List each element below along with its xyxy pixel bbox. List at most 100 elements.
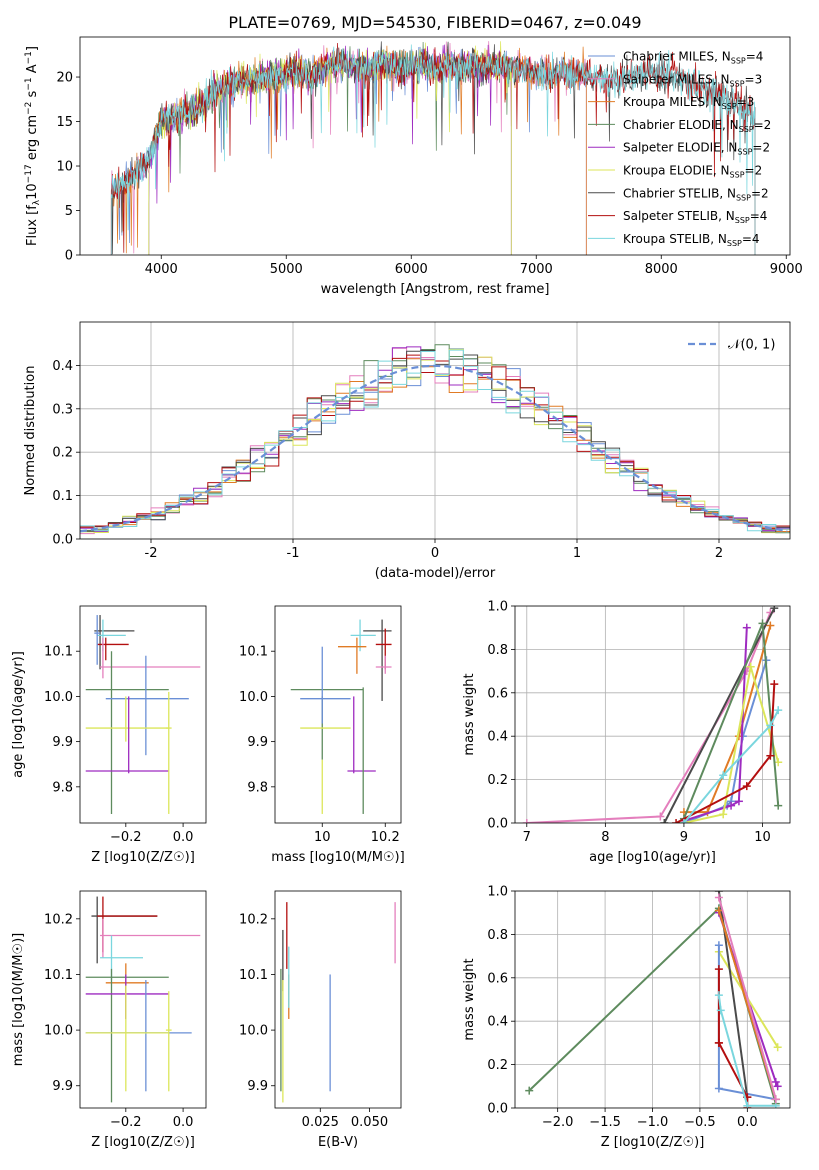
axes-frame <box>514 890 791 1109</box>
plot-area-residuals <box>80 322 790 539</box>
errorbar-point <box>100 935 143 981</box>
y-label-part: −1 <box>24 77 34 90</box>
x-axis-label: Z [log10(Z/Z☉)] <box>601 1135 705 1150</box>
x-tick-label: 4000 <box>145 262 178 277</box>
weight-marker <box>774 801 783 810</box>
plot-area-massweight-vs-age <box>515 606 790 823</box>
x-tick-label: 9 <box>680 830 688 845</box>
x-tick-label: 0.025 <box>302 1115 339 1130</box>
legend-label-part: =2 <box>754 118 772 132</box>
errorbar-point <box>85 968 169 1103</box>
axes-residuals: -2 -1 0 1 2 0.0 0.1 0.2 0.3 0.4 (data-model)/error… <box>23 321 791 581</box>
errorbar-point <box>91 896 158 964</box>
legend-label-part: SSP <box>730 171 745 180</box>
y-tick-label: 10.2 <box>44 912 73 927</box>
weight-series-line <box>526 612 772 823</box>
axes-age-vs-mass: 10 10.2 9.8 9.9 10.0 10.1 mass [log10(M/M☉)] <box>239 605 405 865</box>
weight-series-line <box>663 607 776 823</box>
legend-label: Salpeter STELIB, NSSP=4 <box>623 209 767 225</box>
x-tick-label: 7 <box>523 830 531 845</box>
errorbar-point <box>105 963 149 1019</box>
legend-label: Chabrier STELIB, NSSP=2 <box>623 186 769 202</box>
axes-frame <box>514 605 791 824</box>
weight-marker <box>774 706 783 715</box>
y-tick-label: 0.0 <box>487 817 508 832</box>
legend-label-part: Chabrier STELIB, N <box>623 186 736 200</box>
x-tick-label: −0.2 <box>110 830 142 845</box>
legend-label-part: Salpeter ELODIE, N <box>623 141 737 155</box>
y-label-part: erg cm <box>25 115 40 164</box>
weight-marker <box>773 1082 782 1091</box>
y-tick-label: 10.0 <box>239 690 268 705</box>
y-label-part: −17 <box>24 164 34 183</box>
legend-label: Kroupa STELIB, NSSP=4 <box>623 232 760 248</box>
plot-clip-group <box>85 896 201 1103</box>
legend-label: 𝒩(0, 1) <box>728 338 775 353</box>
errorbar-point <box>375 655 392 674</box>
legend-label: Kroupa ELODIE, NSSP=2 <box>623 164 762 180</box>
axes-frame <box>274 605 402 824</box>
x-tick-label: 0.0 <box>737 1115 758 1130</box>
y-axis-label: mass weight <box>462 958 477 1040</box>
y-tick-label: 10.0 <box>44 1024 73 1039</box>
axes-frame <box>79 605 207 824</box>
weight-marker <box>660 819 669 823</box>
plot-clip-group <box>290 619 392 814</box>
y-axis-label: mass weight <box>462 673 477 755</box>
y-label-part: λ <box>32 199 42 205</box>
x-tick-label: 0.0 <box>173 830 194 845</box>
x-tick-label: 2 <box>715 546 723 561</box>
plot-clip-group <box>515 606 790 823</box>
y-tick-label: 10.1 <box>44 968 73 983</box>
weight-series-line <box>683 627 748 822</box>
weight-marker <box>525 1086 534 1095</box>
axes-mass-vs-Z: −0.2 0.0 9.9 10.0 10.1 10.2 Z [log10(Z/Z☉)] mas… <box>11 890 207 1150</box>
weight-marker <box>742 623 751 632</box>
weight-marker <box>773 1043 782 1052</box>
legend-label: Chabrier ELODIE, NSSP=2 <box>623 118 771 134</box>
y-label-part: −2 <box>24 102 34 115</box>
errorbar-point <box>85 980 192 1092</box>
y-label-part: A <box>25 64 40 77</box>
legend-label-part: SSP <box>727 239 742 248</box>
plot-clip-group <box>110 41 756 255</box>
legend-label-part: Kroupa STELIB, N <box>623 232 727 246</box>
normal-curve <box>80 364 788 533</box>
legend-label-part: Kroupa MILES, N <box>623 95 722 109</box>
x-tick-label: −0.5 <box>684 1115 716 1130</box>
errorbar-point <box>100 918 201 958</box>
legend-label-part: Salpeter MILES, N <box>623 72 730 86</box>
y-axis-label: Flux [fλ10−17 erg cm−2 s−1 A−1] <box>24 46 42 246</box>
legend-label-part: SSP <box>731 57 746 66</box>
y-tick-label: 9.9 <box>52 735 73 750</box>
figure-title: PLATE=0769, MJD=54530, FIBERID=0467, z=0… <box>228 13 641 32</box>
y-label-part: ] <box>25 46 40 51</box>
y-label-part: −1 <box>24 51 34 64</box>
plot-area-age-vs-mass <box>290 619 392 814</box>
legend-label-part: =3 <box>745 72 763 86</box>
y-label-part: 10 <box>25 183 40 200</box>
errorbar-point <box>363 619 392 701</box>
x-tick-label: 10 <box>314 830 331 845</box>
errorbar-point <box>165 691 172 814</box>
y-tick-label: 9.9 <box>247 735 268 750</box>
y-tick-label: 10.1 <box>239 968 268 983</box>
legend-label: Salpeter ELODIE, NSSP=2 <box>623 141 770 157</box>
y-tick-label: 9.8 <box>52 780 73 795</box>
axes-massweight-vs-age: 7 8 9 10 0.0 0.2 0.4 0.6 0.8 1.0 age [log10(age/yr… <box>462 600 791 865</box>
weight-marker <box>742 782 751 791</box>
x-tick-label: 0.0 <box>173 1115 194 1130</box>
y-tick-label: 9.9 <box>247 1079 268 1094</box>
weight-marker <box>719 810 728 819</box>
x-tick-label: 8000 <box>645 262 678 277</box>
legend-label-part: SSP <box>739 125 754 134</box>
y-axis-label: age [log10(age/yr)] <box>11 651 26 778</box>
y-label-part: Flux [f <box>25 205 40 246</box>
weight-marker <box>770 606 779 613</box>
errorbar-point <box>165 991 172 1092</box>
y-tick-label: 0.4 <box>52 359 73 374</box>
weight-marker <box>716 1006 725 1015</box>
errorbar-point <box>97 896 158 953</box>
weight-marker <box>714 1038 723 1047</box>
axes-spectrum: 4000 5000 6000 7000 8000 9000 0 5 10 15 20 waveleng… <box>24 36 803 297</box>
